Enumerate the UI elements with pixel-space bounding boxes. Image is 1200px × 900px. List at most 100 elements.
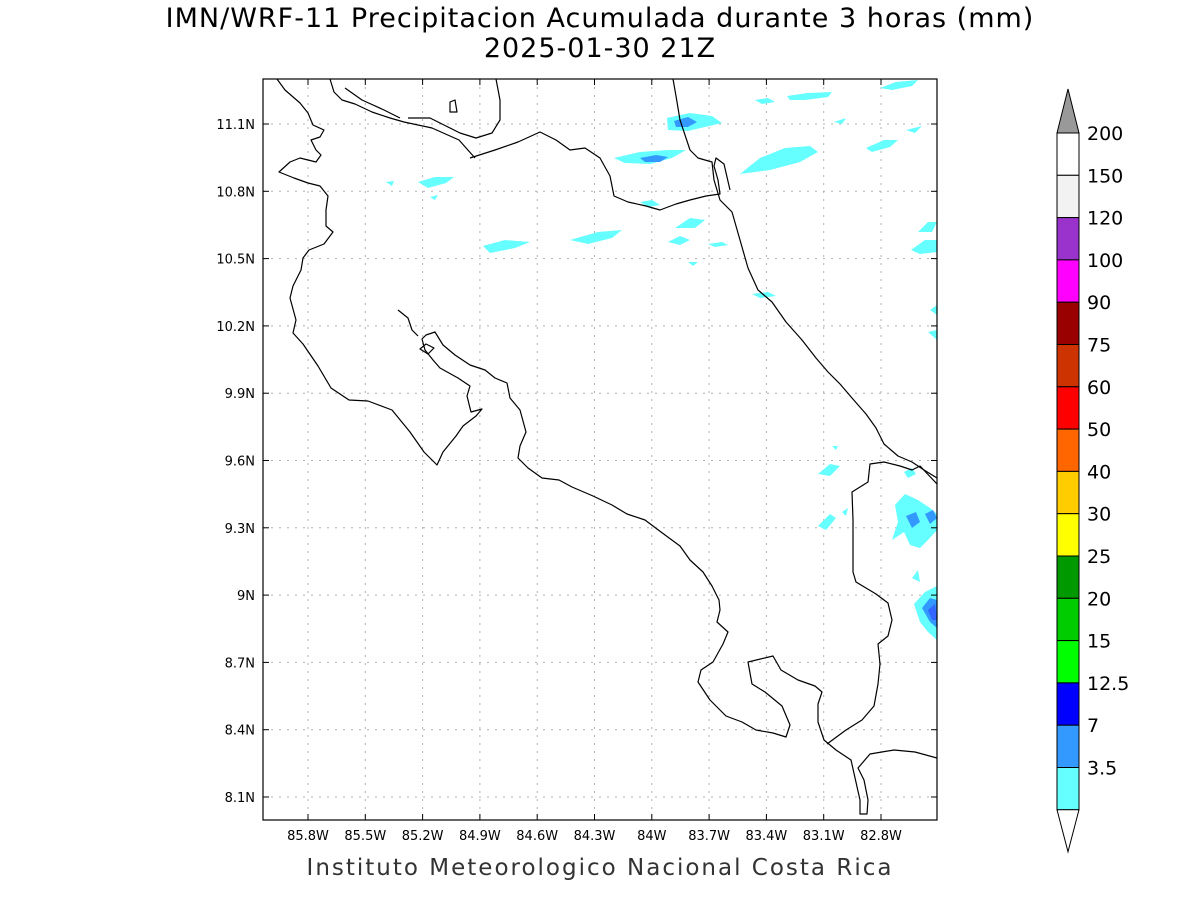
- precip-patch-light: [640, 200, 660, 207]
- lat-label: 10.2N: [216, 320, 255, 335]
- colorbar-segment: [1056, 767, 1080, 811]
- colorbar-segment: [1056, 132, 1080, 176]
- colorbar-label: 20: [1087, 588, 1111, 610]
- colorbar-segment: [1056, 386, 1080, 430]
- colorbar-label: 30: [1087, 504, 1111, 526]
- lon-label: 85.5W: [344, 829, 386, 844]
- lat-label: 8.1N: [225, 791, 255, 806]
- precip-patch-light: [688, 262, 698, 266]
- lat-label: 9.3N: [225, 522, 255, 537]
- lat-label: 8.4N: [225, 724, 255, 739]
- colorbar-segment: [1056, 555, 1080, 599]
- lat-label: 10.8N: [216, 185, 255, 200]
- colorbar-label: 150: [1087, 165, 1123, 187]
- plot-area: [263, 79, 937, 820]
- precip-patch-heavy: [928, 604, 937, 620]
- colorbar-label: 12.5: [1087, 673, 1129, 695]
- precip-patch-light: [842, 508, 848, 516]
- colorbar-segment: [1056, 259, 1080, 303]
- colorbar-label: 50: [1087, 419, 1111, 441]
- graticule: [263, 79, 937, 820]
- map-valid-time: 2025-01-30 21Z: [483, 33, 717, 64]
- lon-label: 83.1W: [803, 829, 845, 844]
- colorbar-label: 200: [1087, 123, 1123, 145]
- lon-label: 83.7W: [688, 829, 730, 844]
- precip-patch-light: [918, 222, 937, 232]
- lon-label: 84.9W: [459, 829, 501, 844]
- lon-label: 84.3W: [574, 829, 616, 844]
- lon-label: 82.8W: [860, 829, 902, 844]
- colorbar-segment: [1056, 513, 1080, 557]
- lon-label: 83.4W: [745, 829, 787, 844]
- colorbar-label: 100: [1087, 250, 1123, 272]
- colorbar-segment: [1056, 682, 1080, 726]
- precip-patch-light: [668, 236, 690, 245]
- lat-label: 9N: [237, 589, 255, 604]
- precip-patch-light: [708, 242, 728, 247]
- lat-label: 9.9N: [225, 387, 255, 402]
- map-title: IMN/WRF-11 Precipitacion Acumulada duran…: [165, 3, 1035, 34]
- lat-label: 10.5N: [216, 253, 255, 268]
- precip-patch-light: [880, 80, 918, 90]
- colorbar-label: 40: [1087, 461, 1111, 483]
- colorbar-segment: [1056, 217, 1080, 261]
- precip-patch-light: [866, 140, 898, 152]
- colorbar-segment: [1056, 174, 1080, 219]
- colorbar-label: 15: [1087, 631, 1111, 653]
- colorbar-label: 3.5: [1087, 758, 1117, 780]
- lat-label: 8.7N: [225, 656, 255, 671]
- colorbar-segment: [1056, 344, 1080, 388]
- precip-patch-light: [904, 468, 916, 478]
- colorbar-label: 90: [1087, 292, 1111, 314]
- colorbar-label: 120: [1087, 208, 1123, 230]
- caribbean-coastline: [329, 79, 476, 159]
- coast-detail: [397, 309, 419, 337]
- colorbar-label: 60: [1087, 377, 1111, 399]
- footer-credit: Instituto Meteorologico Nacional Costa R…: [306, 855, 894, 881]
- precip-patch-light: [818, 514, 836, 530]
- lat-label: 11.1N: [216, 118, 255, 133]
- colorbar-label: 25: [1087, 546, 1111, 568]
- colorbar-segment: [1056, 470, 1080, 515]
- precip-patch-light: [832, 446, 838, 450]
- lon-label: 85.8W: [287, 829, 329, 844]
- precip-patch-light: [906, 126, 922, 133]
- pacific-coastline: [276, 79, 937, 815]
- lake-shoreline: [408, 79, 501, 139]
- precip-patch-light: [911, 240, 937, 254]
- longitude-ticks: 85.8W 85.5W 85.2W 84.9W 84.6W 84.3W 84W 83.7W 83…: [287, 79, 902, 844]
- precip-patch-light: [818, 464, 840, 476]
- precipitation-shading: [386, 80, 937, 640]
- island-outline: [419, 343, 435, 355]
- precip-patch-light: [483, 240, 530, 253]
- colorbar-segment: [1056, 640, 1080, 684]
- plot-frame: [262, 78, 938, 821]
- lake-shoreline: [344, 87, 401, 119]
- colorbar-segment: [1056, 724, 1080, 769]
- precip-patch-medium: [925, 510, 937, 524]
- precip-patch-light: [430, 195, 438, 200]
- latitude-ticks: 11.1N 10.8N 10.5N 10.2N 9.9N 9.6N 9.3N 9N 8.7N 8.…: [216, 118, 937, 806]
- precip-patch-light: [386, 181, 394, 186]
- precip-patch-light: [834, 118, 846, 124]
- precip-patch-light: [570, 230, 622, 244]
- colorbar-segment: [1056, 597, 1080, 642]
- colorbar-segment: [1056, 301, 1080, 346]
- precip-patch-light: [755, 98, 775, 104]
- caribbean-coastline: [672, 79, 937, 479]
- colorbar-label: 75: [1087, 335, 1111, 357]
- pacific-coastline: [826, 461, 937, 745]
- precip-patch-light: [418, 177, 454, 188]
- lon-label: 84.6W: [516, 829, 558, 844]
- precip-patch-light: [912, 570, 920, 582]
- precip-patch-medium: [640, 155, 668, 162]
- precip-patch-light: [928, 330, 937, 340]
- colorbar-label: 7: [1087, 715, 1099, 737]
- precip-patch-medium: [906, 512, 920, 528]
- lon-label: 85.2W: [402, 829, 444, 844]
- precip-patch-light: [787, 92, 832, 100]
- colorbar-bottom-arrow: [1056, 809, 1080, 854]
- country-border: [469, 131, 731, 211]
- island-outline: [449, 99, 458, 113]
